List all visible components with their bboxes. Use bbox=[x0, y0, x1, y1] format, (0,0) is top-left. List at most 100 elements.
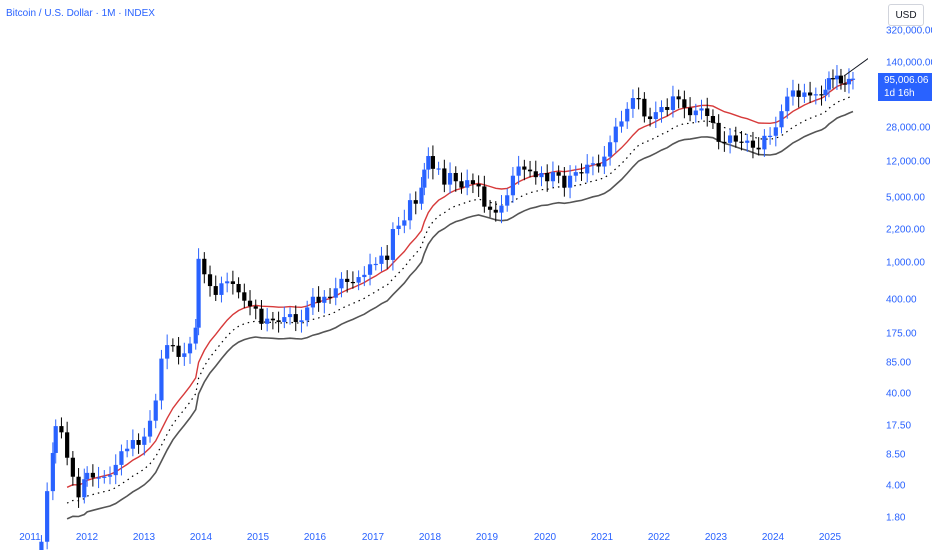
candle-up bbox=[287, 314, 293, 318]
candle-up bbox=[745, 140, 750, 143]
candle-up bbox=[322, 296, 327, 303]
candle-down bbox=[476, 184, 481, 187]
candle-up bbox=[426, 156, 431, 170]
x-axis-label: 2022 bbox=[647, 532, 671, 543]
candle-up bbox=[102, 476, 107, 478]
candle-up bbox=[219, 283, 224, 295]
candle-down bbox=[327, 296, 333, 298]
x-axis-label: 2011 bbox=[19, 532, 41, 543]
candle-down bbox=[807, 92, 813, 96]
candle-up bbox=[85, 472, 90, 480]
x-axis-label: 2023 bbox=[704, 532, 728, 543]
candle-up bbox=[505, 195, 510, 206]
price-label: 85.00 bbox=[886, 357, 912, 369]
candle-down bbox=[136, 440, 141, 445]
candle-up bbox=[590, 163, 596, 165]
candle-up bbox=[823, 89, 828, 96]
candle-down bbox=[442, 168, 447, 185]
candle-up bbox=[39, 541, 44, 550]
price-label: 320,000.00 bbox=[886, 25, 932, 37]
candle-up bbox=[107, 475, 113, 477]
candle-up bbox=[436, 168, 441, 170]
currency-button[interactable]: USD bbox=[888, 4, 924, 26]
candle-up bbox=[699, 108, 704, 111]
price-label: 5,000.00 bbox=[886, 192, 925, 204]
projection-arrow bbox=[843, 58, 868, 77]
candle-up bbox=[625, 108, 630, 122]
candle-down bbox=[242, 292, 247, 301]
price-label: 1,000.00 bbox=[886, 257, 925, 269]
candle-down bbox=[236, 283, 241, 293]
price-axis[interactable]: 320,000.00 140,000.00 28,000.00 12,000.0… bbox=[868, 0, 932, 550]
candle-down bbox=[596, 163, 601, 167]
candle-down bbox=[59, 426, 64, 433]
candle-down bbox=[70, 457, 75, 477]
candle-down bbox=[202, 258, 207, 275]
price-label: 400.00 bbox=[886, 294, 917, 306]
candle-up bbox=[767, 135, 773, 137]
candle-down bbox=[556, 172, 561, 176]
candle-up bbox=[282, 317, 287, 323]
candle-up bbox=[125, 448, 130, 452]
price-chart[interactable] bbox=[0, 0, 868, 550]
candle-up bbox=[550, 172, 556, 182]
candle-up bbox=[422, 169, 427, 188]
candle-up bbox=[147, 420, 153, 437]
x-axis-label: 2017 bbox=[361, 532, 385, 543]
candle-down bbox=[682, 99, 687, 108]
candle-down bbox=[65, 432, 70, 458]
candle-up bbox=[396, 225, 401, 230]
price-label: 12,000.00 bbox=[886, 156, 931, 168]
candle-up bbox=[850, 78, 856, 80]
x-axis-label: 2015 bbox=[246, 532, 270, 543]
x-axis-label: 2019 bbox=[475, 532, 499, 543]
candle-down bbox=[259, 308, 264, 324]
candle-down bbox=[819, 94, 824, 96]
candle-down bbox=[545, 172, 550, 182]
candle-down bbox=[687, 107, 693, 116]
candle-down bbox=[642, 98, 647, 117]
candle-up bbox=[45, 491, 50, 542]
candle-down bbox=[838, 75, 844, 84]
candle-up bbox=[659, 107, 664, 113]
candle-down bbox=[470, 180, 476, 185]
candle-up bbox=[727, 135, 733, 143]
candle-up bbox=[196, 258, 201, 328]
candle-down bbox=[316, 296, 321, 303]
x-axis-label: 2020 bbox=[533, 532, 557, 543]
candle-down bbox=[739, 141, 744, 143]
x-axis-label: 2016 bbox=[303, 532, 327, 543]
candle-down bbox=[522, 166, 527, 170]
price-label: 17.50 bbox=[886, 420, 912, 432]
candle-down bbox=[430, 156, 436, 169]
candle-up bbox=[693, 110, 698, 116]
candle-down bbox=[716, 122, 721, 142]
candle-up bbox=[607, 142, 613, 157]
candle-up bbox=[367, 264, 373, 275]
candle-up bbox=[379, 255, 384, 264]
candle-down bbox=[830, 78, 836, 80]
candle-up bbox=[447, 172, 453, 185]
candle-up bbox=[333, 288, 338, 298]
candle-down bbox=[345, 278, 350, 282]
candle-up bbox=[142, 436, 147, 445]
x-axis-label: 2014 bbox=[189, 532, 213, 543]
candle-down bbox=[176, 345, 181, 357]
candle-up bbox=[265, 318, 270, 324]
candle-up bbox=[193, 327, 198, 344]
candle-up bbox=[826, 78, 832, 90]
candle-down bbox=[756, 147, 761, 150]
candle-down bbox=[796, 90, 801, 97]
candle-down bbox=[733, 135, 738, 142]
price-label: 2,200.00 bbox=[886, 224, 925, 236]
last-price-badge: 95,006.06 1d 16h bbox=[878, 73, 932, 101]
candle-up bbox=[585, 164, 590, 174]
candle-up bbox=[510, 175, 516, 196]
candle-up bbox=[573, 172, 578, 176]
candle-down bbox=[527, 169, 533, 172]
last-price-value: 95,006.06 bbox=[884, 75, 929, 86]
candle-up bbox=[779, 111, 784, 128]
candle-down bbox=[487, 206, 493, 210]
candle-up bbox=[630, 98, 636, 109]
candle-down bbox=[270, 318, 275, 321]
